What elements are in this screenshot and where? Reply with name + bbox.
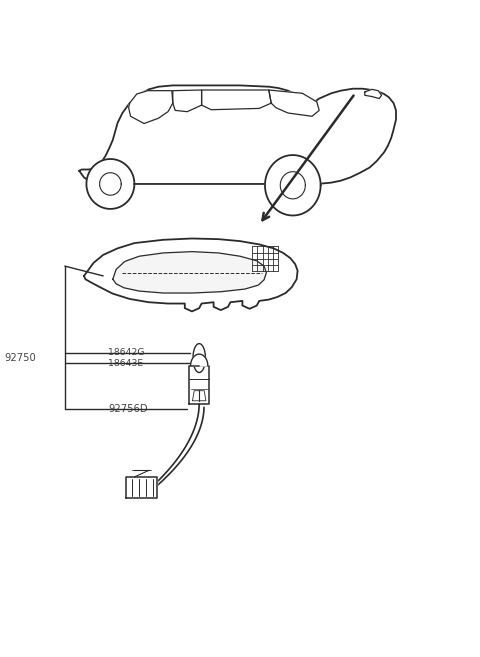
Polygon shape (191, 354, 208, 366)
Polygon shape (269, 90, 319, 116)
Text: 92756D: 92756D (108, 403, 148, 414)
Polygon shape (86, 159, 134, 209)
Polygon shape (129, 91, 173, 124)
Polygon shape (189, 366, 209, 404)
Polygon shape (193, 344, 205, 373)
Polygon shape (126, 477, 157, 498)
Text: 92750: 92750 (4, 353, 36, 363)
Text: 18643E: 18643E (108, 359, 143, 368)
Polygon shape (173, 90, 202, 112)
Polygon shape (365, 89, 382, 99)
Polygon shape (79, 85, 396, 184)
Polygon shape (84, 238, 298, 311)
Polygon shape (113, 252, 266, 293)
Text: 18642G: 18642G (108, 348, 144, 357)
Polygon shape (202, 90, 271, 110)
Polygon shape (265, 155, 321, 215)
